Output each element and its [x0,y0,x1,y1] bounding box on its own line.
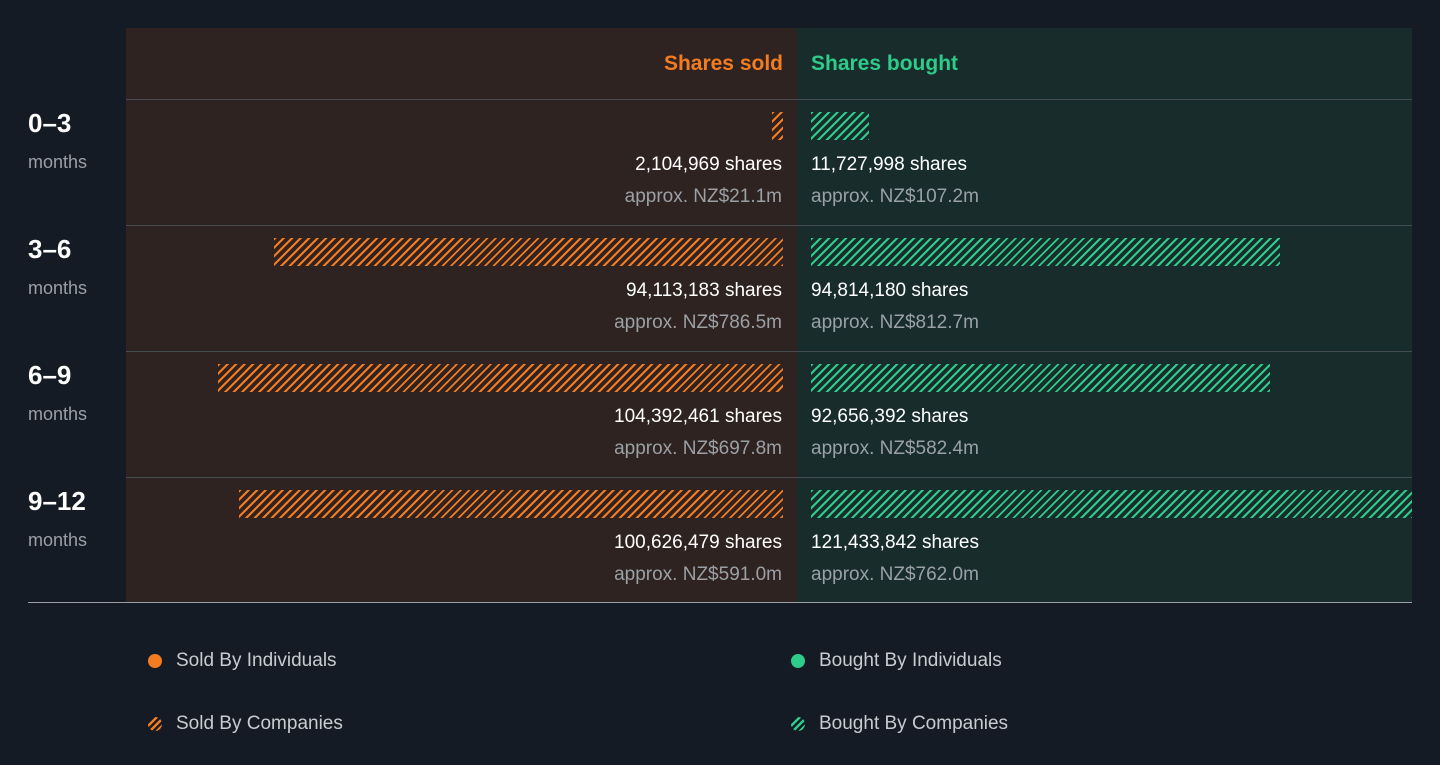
legend-sold-companies[interactable]: Sold By Companies [148,713,343,735]
period-label: 3–6 [28,234,72,264]
solid-dot-icon [148,654,162,668]
sold-value-label: approx. NZ$591.0m [614,564,782,585]
bought-value-label: approx. NZ$582.4m [811,438,979,459]
sold-bar [273,238,783,266]
legend-sold-individuals[interactable]: Sold By Individuals [148,650,337,672]
period-unit: months [28,278,88,298]
sold-bar [238,490,783,518]
bought-shares-label: 94,814,180 shares [811,280,969,301]
bought-shares-label: 92,656,392 shares [811,406,969,427]
legend-label: Bought By Individuals [819,650,1002,671]
period-unit: months [28,404,88,424]
sold-bar [218,364,783,392]
hatched-dot-icon [791,717,805,731]
bought-bar [811,112,870,140]
sold-value-label: approx. NZ$697.8m [614,438,782,459]
period-row: 6–9 months 104,392,461 shares approx. NZ… [0,352,1440,478]
legend-bought-companies[interactable]: Bought By Companies [791,713,1008,735]
period-row: 3–6 months 94,113,183 shares approx. NZ$… [0,226,1440,352]
row-divider [126,225,1412,226]
header-shares-sold: Shares sold [663,52,783,75]
sold-bar [771,112,783,140]
bought-shares-label: 11,727,998 shares [811,154,967,175]
sold-shares-label: 104,392,461 shares [614,406,782,427]
sold-shares-label: 100,626,479 shares [614,532,782,553]
bought-shares-label: 121,433,842 shares [811,532,979,553]
chart-bottom-line [28,602,1412,603]
bought-value-label: approx. NZ$107.2m [811,186,979,207]
row-divider [126,351,1412,352]
bought-bar [811,490,1412,518]
bought-bar [811,364,1270,392]
legend-label: Bought By Companies [819,713,1009,734]
sold-shares-label: 2,104,969 shares [635,154,782,175]
sold-shares-label: 94,113,183 shares [626,280,782,301]
period-unit: months [28,152,88,172]
legend-label: Sold By Individuals [176,650,337,671]
sold-value-label: approx. NZ$786.5m [614,312,782,333]
bought-value-label: approx. NZ$812.7m [811,312,979,333]
bought-bar [811,238,1281,266]
period-row: 9–12 months 100,626,479 shares approx. N… [0,478,1440,604]
period-row: 0–3 months 2,104,969 shares approx. NZ$2… [0,100,1440,226]
bought-value-label: approx. NZ$762.0m [811,564,979,585]
period-label: 0–3 [28,108,72,138]
row-divider [126,99,1412,100]
period-label: 6–9 [28,360,72,390]
sold-value-label: approx. NZ$21.1m [624,186,782,207]
period-label: 9–12 [28,486,86,516]
row-divider [126,477,1412,478]
legend-bought-individuals[interactable]: Bought By Individuals [791,650,1002,672]
period-unit: months [28,530,88,550]
legend-label: Sold By Companies [176,713,343,734]
header-shares-bought: Shares bought [811,52,959,75]
hatched-dot-icon [148,717,162,731]
solid-dot-icon [791,654,805,668]
